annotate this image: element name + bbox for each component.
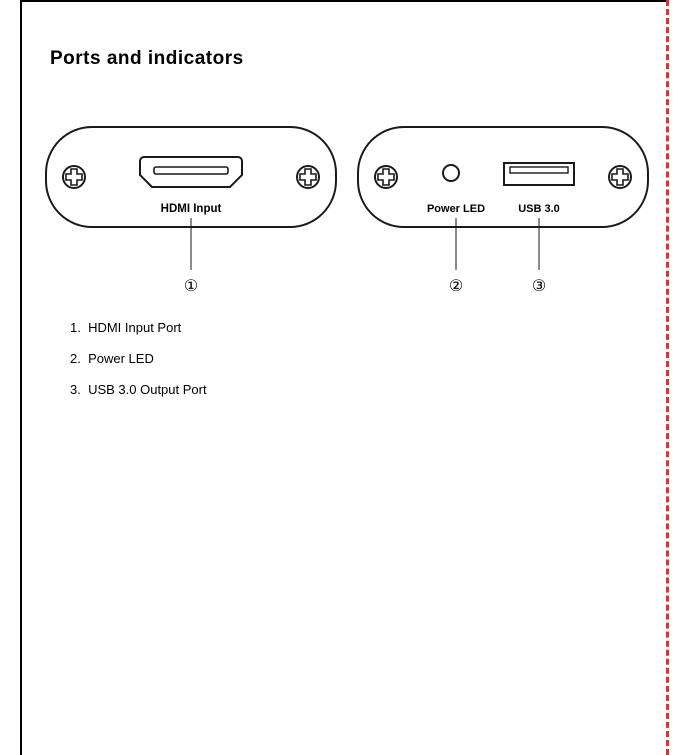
usb-port-label: USB 3.0 xyxy=(518,203,560,215)
diagram-panels: HDMI Input ① xyxy=(44,125,649,295)
legend-num: 1. xyxy=(70,320,81,335)
callout-number-1: ① xyxy=(184,278,198,295)
legend-item: 3. USB 3.0 Output Port xyxy=(70,374,207,405)
ports-diagram: HDMI Input ① xyxy=(44,125,654,295)
page-border-top xyxy=(20,0,669,2)
callout-number-3: ③ xyxy=(532,278,546,295)
panel-usb: Power LED USB 3.0 ② ③ xyxy=(358,127,648,295)
legend-text: USB 3.0 Output Port xyxy=(88,382,207,397)
page-border-right-dashed xyxy=(666,0,669,755)
legend-text: HDMI Input Port xyxy=(88,320,181,335)
hdmi-port-label: HDMI Input xyxy=(161,203,222,215)
screw-icon xyxy=(63,166,85,188)
legend: 1. HDMI Input Port 2. Power LED 3. USB 3… xyxy=(70,312,207,406)
hdmi-port-icon xyxy=(140,157,242,187)
power-led-label: Power LED xyxy=(427,203,485,215)
legend-item: 1. HDMI Input Port xyxy=(70,312,207,343)
page-title: Ports and indicators xyxy=(50,48,244,70)
legend-text: Power LED xyxy=(88,351,154,366)
legend-item: 2. Power LED xyxy=(70,343,207,374)
page: Ports and indicators xyxy=(0,0,679,755)
screw-icon xyxy=(297,166,319,188)
legend-num: 3. xyxy=(70,382,81,397)
callout-number-2: ② xyxy=(449,278,463,295)
panel-hdmi: HDMI Input ① xyxy=(46,127,336,295)
power-led-icon xyxy=(443,165,459,181)
legend-num: 2. xyxy=(70,351,81,366)
usb-port-icon xyxy=(504,163,574,185)
screw-icon xyxy=(609,166,631,188)
page-border-left xyxy=(20,0,22,755)
screw-icon xyxy=(375,166,397,188)
